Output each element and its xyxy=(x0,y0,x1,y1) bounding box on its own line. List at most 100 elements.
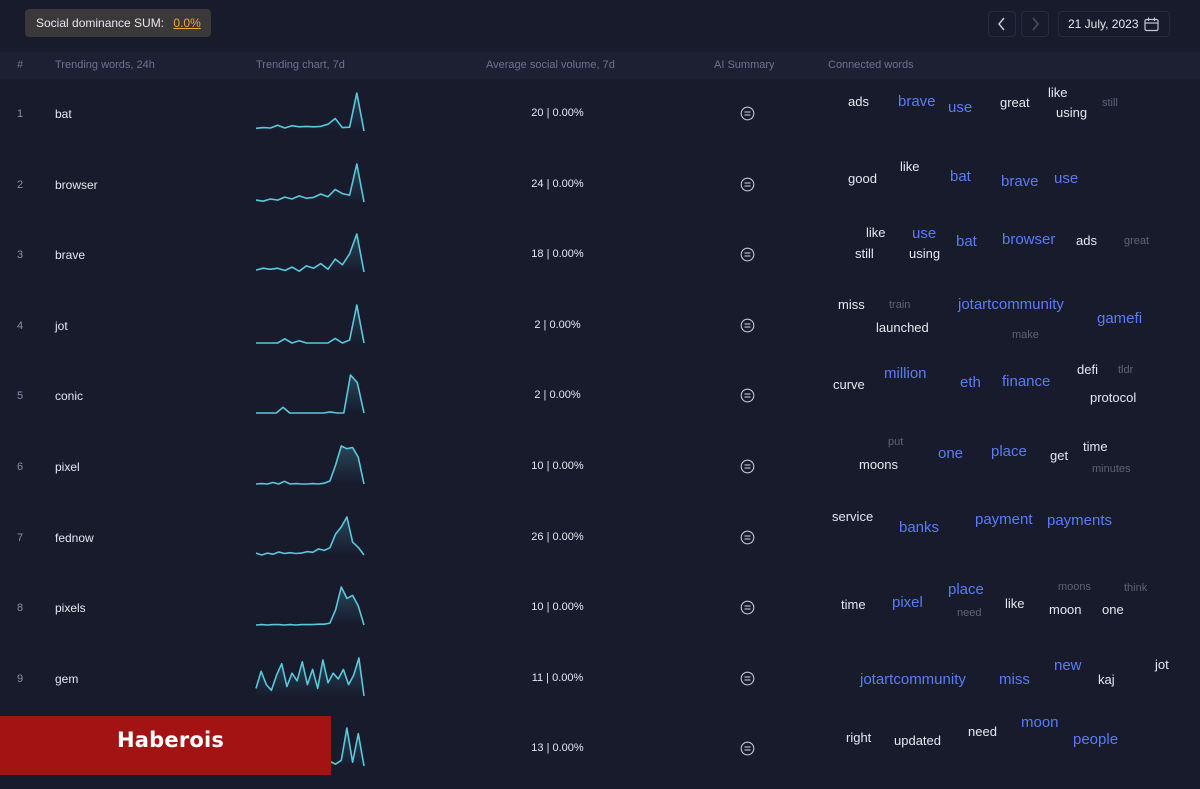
trending-sparkline xyxy=(255,150,365,225)
connected-word[interactable]: payments xyxy=(1047,511,1113,529)
connected-word[interactable]: think xyxy=(1124,582,1148,595)
connected-word[interactable]: miss xyxy=(838,296,865,312)
table-row[interactable]: 4 jot 2 | 0.00% miss train jotartcommunity… xyxy=(0,291,1200,361)
connected-word[interactable]: moon xyxy=(1049,602,1082,618)
trending-word[interactable]: browser xyxy=(55,177,98,192)
trending-word[interactable]: bat xyxy=(55,107,72,121)
connected-word[interactable]: place xyxy=(991,443,1027,460)
connected-word[interactable]: jotartcommunity xyxy=(860,670,966,688)
connected-word[interactable]: brave xyxy=(1001,172,1039,190)
connected-word[interactable]: pixel xyxy=(892,594,923,612)
next-date-button[interactable] xyxy=(1021,11,1049,37)
social-dominance-value[interactable]: 0.0% xyxy=(173,16,201,30)
ai-summary-button[interactable] xyxy=(740,459,755,479)
connected-word[interactable]: time xyxy=(1083,439,1108,454)
connected-word[interactable]: people xyxy=(1073,731,1119,749)
connected-word[interactable]: bat xyxy=(956,233,977,251)
ai-summary-button[interactable] xyxy=(740,671,755,691)
connected-word[interactable]: updated xyxy=(894,733,941,749)
ai-summary-button[interactable] xyxy=(740,388,755,408)
connected-word[interactable]: good xyxy=(848,170,877,186)
connected-word[interactable]: use xyxy=(912,225,937,243)
connected-word[interactable]: using xyxy=(1056,105,1088,120)
trending-word[interactable]: pixels xyxy=(55,601,86,616)
connected-word[interactable]: still xyxy=(855,246,874,262)
connected-word[interactable]: bat xyxy=(950,167,971,185)
connected-word[interactable]: million xyxy=(884,365,927,383)
connected-word[interactable]: eth xyxy=(960,374,981,392)
connected-word[interactable]: jotartcommunity xyxy=(958,295,1064,313)
ai-summary-button[interactable] xyxy=(740,247,755,267)
connected-word[interactable]: ads xyxy=(848,94,869,109)
row-rank: 6 xyxy=(17,461,24,473)
connected-word[interactable]: make xyxy=(1012,328,1039,341)
connected-word[interactable]: using xyxy=(909,246,941,262)
connected-word[interactable]: one xyxy=(938,445,964,462)
connected-word[interactable]: launched xyxy=(876,319,929,335)
previous-date-button[interactable] xyxy=(988,11,1016,37)
connected-word[interactable]: moon xyxy=(1021,714,1059,732)
ai-summary-button[interactable] xyxy=(740,318,755,338)
connected-word[interactable]: still xyxy=(1102,97,1118,109)
connected-word[interactable]: gamefi xyxy=(1097,309,1143,327)
connected-word[interactable]: tldr xyxy=(1118,364,1134,377)
connected-word[interactable]: defi xyxy=(1077,362,1098,378)
ai-summary-button[interactable] xyxy=(740,741,755,761)
trending-word[interactable]: gem xyxy=(55,671,79,686)
connected-word[interactable]: right xyxy=(846,730,872,746)
table-row[interactable]: 2 browser 24 | 0.00% good like bat brave use xyxy=(0,150,1200,220)
trending-word[interactable]: jot xyxy=(55,318,68,333)
ai-summary-button[interactable] xyxy=(740,177,755,197)
connected-word[interactable]: great xyxy=(1000,95,1030,110)
connected-word[interactable]: one xyxy=(1102,602,1124,618)
table-row[interactable]: 6 pixel 10 | 0.00% put moons one place get ti… xyxy=(0,432,1200,502)
connected-word[interactable]: use xyxy=(948,99,973,116)
connected-word[interactable]: place xyxy=(948,581,984,599)
table-row[interactable]: 8 pixels 10 | 0.00% time pixel place need li… xyxy=(0,573,1200,643)
connected-word[interactable]: moons xyxy=(859,457,899,472)
connected-word[interactable]: brave xyxy=(898,93,936,110)
table-row[interactable]: 3 brave 18 | 0.00% like use bat browser ads g… xyxy=(0,220,1200,290)
connected-word[interactable]: great xyxy=(1124,235,1150,248)
connected-word[interactable]: need xyxy=(968,724,997,740)
connected-word[interactable]: like xyxy=(1048,85,1068,100)
trending-word[interactable]: brave xyxy=(55,248,86,263)
connected-word[interactable]: finance xyxy=(1002,373,1051,391)
connected-word[interactable]: jot xyxy=(1155,656,1169,672)
connected-word[interactable]: kaj xyxy=(1098,671,1115,687)
date-picker-button[interactable]: 21 July, 2023 xyxy=(1058,11,1170,37)
connected-word[interactable]: get xyxy=(1050,448,1069,463)
ai-summary-button[interactable] xyxy=(740,106,755,126)
trending-word[interactable]: fednow xyxy=(55,530,94,545)
connected-word[interactable]: banks xyxy=(899,518,940,536)
connected-word[interactable]: service xyxy=(832,508,874,524)
connected-word[interactable]: moons xyxy=(1058,581,1092,594)
connected-word[interactable]: like xyxy=(1005,596,1025,612)
ai-summary-button[interactable] xyxy=(740,600,755,620)
connected-word[interactable]: put xyxy=(888,436,904,448)
chat-bubble-icon xyxy=(740,671,755,686)
connected-word[interactable]: minutes xyxy=(1092,463,1131,475)
connected-word[interactable]: new xyxy=(1054,656,1082,674)
connected-word[interactable]: curve xyxy=(833,377,865,393)
table-row[interactable]: 5 conic 2 | 0.00% curve million eth finance… xyxy=(0,361,1200,431)
connected-word[interactable]: like xyxy=(900,158,920,174)
connected-word[interactable]: ads xyxy=(1076,233,1097,249)
connected-word[interactable]: train xyxy=(889,298,911,311)
ai-summary-button[interactable] xyxy=(740,530,755,550)
social-dominance-badge[interactable]: Social dominance SUM: 0.0% xyxy=(25,9,211,37)
chat-bubble-icon xyxy=(740,459,755,474)
table-row[interactable]: 1 bat 20 | 0.00% ads brave use great like usi… xyxy=(0,79,1200,149)
trending-word[interactable]: conic xyxy=(55,389,84,404)
connected-word[interactable]: like xyxy=(866,225,886,241)
connected-word[interactable]: need xyxy=(957,607,982,620)
table-row[interactable]: 7 fednow 26 | 0.00% service banks payment p… xyxy=(0,503,1200,573)
trending-word[interactable]: pixel xyxy=(55,460,80,474)
connected-word[interactable]: payment xyxy=(975,510,1033,528)
connected-word[interactable]: miss xyxy=(999,670,1030,688)
connected-word[interactable]: use xyxy=(1054,169,1079,187)
connected-word[interactable]: time xyxy=(841,597,866,613)
table-row[interactable]: 9 gem 11 | 0.00% jotartcommunity miss new k… xyxy=(0,644,1200,714)
connected-word[interactable]: browser xyxy=(1002,231,1056,249)
connected-word[interactable]: protocol xyxy=(1090,390,1137,406)
